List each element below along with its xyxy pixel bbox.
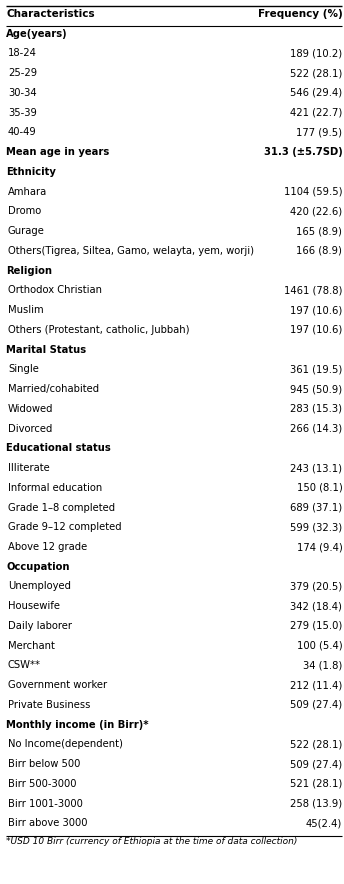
Text: 258 (13.9): 258 (13.9) xyxy=(290,799,342,809)
Text: Birr 500-3000: Birr 500-3000 xyxy=(8,779,76,789)
Text: Gurage: Gurage xyxy=(8,226,45,236)
Text: Birr below 500: Birr below 500 xyxy=(8,759,80,769)
Text: 197 (10.6): 197 (10.6) xyxy=(290,305,342,315)
Text: Others(Tigrea, Siltea, Gamo, welayta, yem, worji): Others(Tigrea, Siltea, Gamo, welayta, ye… xyxy=(8,246,254,255)
Text: 421 (22.7): 421 (22.7) xyxy=(290,108,342,118)
Text: Grade 1–8 completed: Grade 1–8 completed xyxy=(8,502,115,513)
Text: 522 (28.1): 522 (28.1) xyxy=(290,740,342,750)
Text: Government worker: Government worker xyxy=(8,680,107,690)
Text: Private Business: Private Business xyxy=(8,700,90,710)
Text: 243 (13.1): 243 (13.1) xyxy=(290,463,342,473)
Text: 279 (15.0): 279 (15.0) xyxy=(290,621,342,631)
Text: 40-49: 40-49 xyxy=(8,127,37,137)
Text: 30-34: 30-34 xyxy=(8,88,36,98)
Text: Orthodox Christian: Orthodox Christian xyxy=(8,286,102,295)
Text: 342 (18.4): 342 (18.4) xyxy=(290,601,342,611)
Text: Others (Protestant, catholic, Jubbah): Others (Protestant, catholic, Jubbah) xyxy=(8,324,190,335)
Text: CSW**: CSW** xyxy=(8,660,41,670)
Text: Educational status: Educational status xyxy=(6,443,111,453)
Text: 599 (32.3): 599 (32.3) xyxy=(290,522,342,532)
Text: Daily laborer: Daily laborer xyxy=(8,621,72,631)
Text: 31.3 (±5.7SD): 31.3 (±5.7SD) xyxy=(264,147,342,157)
Text: Dromo: Dromo xyxy=(8,206,41,217)
Text: 25-29: 25-29 xyxy=(8,68,37,78)
Text: Unemployed: Unemployed xyxy=(8,582,71,591)
Text: 521 (28.1): 521 (28.1) xyxy=(290,779,342,789)
Text: 45(2.4): 45(2.4) xyxy=(306,819,342,828)
Text: Informal education: Informal education xyxy=(8,483,102,492)
Text: Monthly income (in Birr)*: Monthly income (in Birr)* xyxy=(6,720,149,729)
Text: 197 (10.6): 197 (10.6) xyxy=(290,324,342,335)
Text: 165 (8.9): 165 (8.9) xyxy=(297,226,342,236)
Text: Frequency (%): Frequency (%) xyxy=(258,9,342,19)
Text: 18-24: 18-24 xyxy=(8,49,37,58)
Text: 379 (20.5): 379 (20.5) xyxy=(290,582,342,591)
Text: Birr above 3000: Birr above 3000 xyxy=(8,819,87,828)
Text: No Income(dependent): No Income(dependent) xyxy=(8,740,123,750)
Text: Grade 9–12 completed: Grade 9–12 completed xyxy=(8,522,121,532)
Text: Widowed: Widowed xyxy=(8,404,53,414)
Text: Age(years): Age(years) xyxy=(6,28,68,39)
Text: Characteristics: Characteristics xyxy=(6,9,95,19)
Text: Divorced: Divorced xyxy=(8,423,52,433)
Text: Muslim: Muslim xyxy=(8,305,44,315)
Text: Occupation: Occupation xyxy=(6,561,70,572)
Text: 266 (14.3): 266 (14.3) xyxy=(290,423,342,433)
Text: Birr 1001-3000: Birr 1001-3000 xyxy=(8,799,83,809)
Text: 189 (10.2): 189 (10.2) xyxy=(290,49,342,58)
Text: 100 (5.4): 100 (5.4) xyxy=(297,641,342,651)
Text: 174 (9.4): 174 (9.4) xyxy=(297,542,342,552)
Text: Illiterate: Illiterate xyxy=(8,463,50,473)
Text: 522 (28.1): 522 (28.1) xyxy=(290,68,342,78)
Text: 1461 (78.8): 1461 (78.8) xyxy=(284,286,342,295)
Text: 509 (27.4): 509 (27.4) xyxy=(290,700,342,710)
Text: 166 (8.9): 166 (8.9) xyxy=(297,246,342,255)
Text: Ethnicity: Ethnicity xyxy=(6,167,56,177)
Text: 150 (8.1): 150 (8.1) xyxy=(297,483,342,492)
Text: 509 (27.4): 509 (27.4) xyxy=(290,759,342,769)
Text: Housewife: Housewife xyxy=(8,601,60,611)
Text: *USD 10 Birr (currency of Ethiopia at the time of data collection): *USD 10 Birr (currency of Ethiopia at th… xyxy=(6,837,298,846)
Text: Merchant: Merchant xyxy=(8,641,55,651)
Text: Religion: Religion xyxy=(6,265,52,276)
Text: Amhara: Amhara xyxy=(8,187,47,196)
Text: 420 (22.6): 420 (22.6) xyxy=(290,206,342,217)
Text: 35-39: 35-39 xyxy=(8,108,37,118)
Text: 283 (15.3): 283 (15.3) xyxy=(290,404,342,414)
Text: Above 12 grade: Above 12 grade xyxy=(8,542,87,552)
Text: 546 (29.4): 546 (29.4) xyxy=(290,88,342,98)
Text: Mean age in years: Mean age in years xyxy=(6,147,109,157)
Text: Single: Single xyxy=(8,364,39,374)
Text: 177 (9.5): 177 (9.5) xyxy=(296,127,342,137)
Text: 945 (50.9): 945 (50.9) xyxy=(290,384,342,394)
Text: Married/cohabited: Married/cohabited xyxy=(8,384,99,394)
Text: 1104 (59.5): 1104 (59.5) xyxy=(284,187,342,196)
Text: Marital Status: Marital Status xyxy=(6,345,86,354)
Text: 34 (1.8): 34 (1.8) xyxy=(303,660,342,670)
Text: 361 (19.5): 361 (19.5) xyxy=(290,364,342,374)
Text: 212 (11.4): 212 (11.4) xyxy=(290,680,342,690)
Text: 689 (37.1): 689 (37.1) xyxy=(290,502,342,513)
